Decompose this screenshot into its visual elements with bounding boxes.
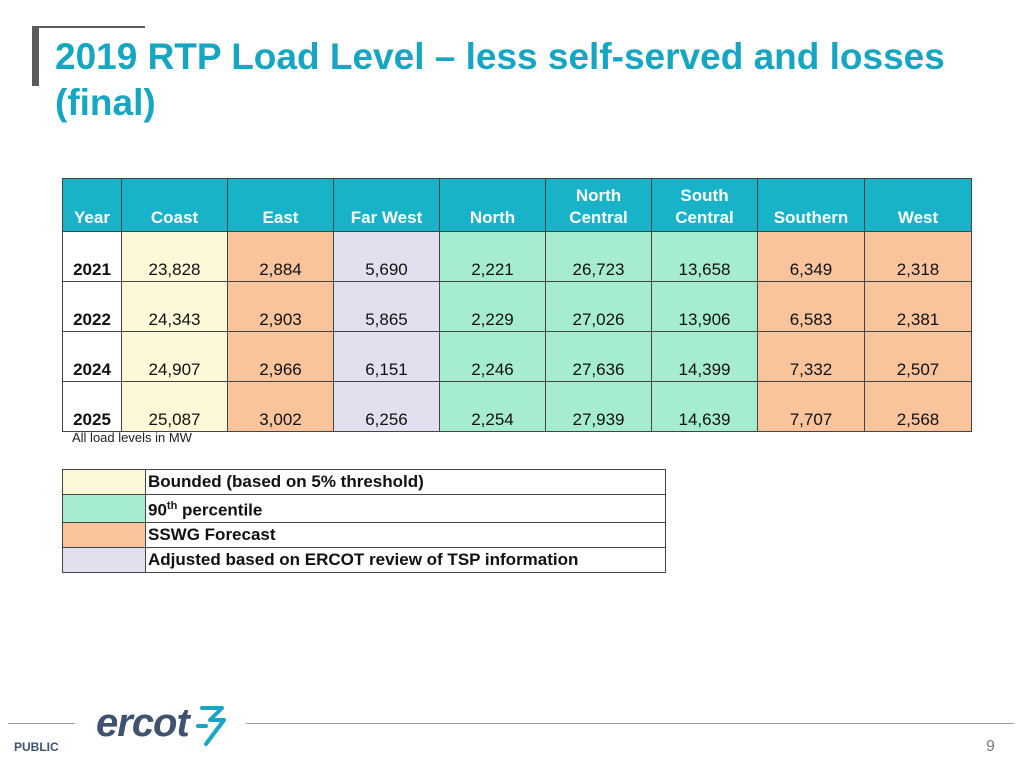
cell-southern: 7,707 bbox=[757, 381, 865, 432]
legend-swatch-bounded bbox=[62, 469, 146, 495]
cell-southern: 7,332 bbox=[757, 331, 865, 382]
load-level-table: Year Coast East Far West North North Cent… bbox=[62, 178, 972, 432]
slide-title: 2019 RTP Load Level – less self-served a… bbox=[55, 36, 945, 123]
cell-coast: 24,907 bbox=[121, 331, 228, 382]
header-north: North bbox=[439, 178, 546, 232]
cell-east: 2,884 bbox=[227, 231, 334, 282]
header-label-line1: South bbox=[680, 186, 729, 205]
legend-row: 90th percentile bbox=[62, 494, 666, 523]
legend-row: SSWG Forecast bbox=[62, 521, 666, 548]
header-label: Year bbox=[74, 208, 110, 227]
row-year: 2025 bbox=[62, 381, 122, 432]
cell-far-west: 5,865 bbox=[333, 281, 440, 332]
cell-west: 2,507 bbox=[864, 331, 972, 382]
legend-swatch-percentile bbox=[62, 494, 146, 523]
cell-north: 2,246 bbox=[439, 331, 546, 382]
header-year: Year bbox=[62, 178, 122, 232]
header-label-line2: Central bbox=[569, 208, 628, 227]
header-label: Southern bbox=[773, 208, 849, 227]
cell-north-central: 27,026 bbox=[545, 281, 652, 332]
header-label: East bbox=[262, 208, 299, 227]
row-year: 2021 bbox=[62, 231, 122, 282]
cell-south-central: 14,639 bbox=[651, 381, 758, 432]
cell-southern: 6,349 bbox=[757, 231, 865, 282]
ercot-logo-text: ercot bbox=[96, 701, 191, 745]
header-southern: Southern bbox=[757, 178, 865, 232]
cell-west: 2,568 bbox=[864, 381, 972, 432]
row-year: 2024 bbox=[62, 331, 122, 382]
legend-label-adjusted: Adjusted based on ERCOT review of TSP in… bbox=[145, 546, 666, 573]
cell-far-west: 6,256 bbox=[333, 381, 440, 432]
legend-label-percentile: 90th percentile bbox=[145, 494, 666, 523]
cell-far-west: 5,690 bbox=[333, 231, 440, 282]
cell-southern: 6,583 bbox=[757, 281, 865, 332]
row-year: 2022 bbox=[62, 281, 122, 332]
header-label-line2: Central bbox=[675, 208, 734, 227]
cell-north-central: 27,636 bbox=[545, 331, 652, 382]
cell-south-central: 13,906 bbox=[651, 281, 758, 332]
table-header-row: Year Coast East Far West North North Cent… bbox=[62, 178, 972, 232]
legend-label-sswg: SSWG Forecast bbox=[145, 521, 666, 548]
footer-divider-left bbox=[8, 723, 75, 724]
title-accent-bar bbox=[32, 26, 39, 86]
ercot-star-icon bbox=[196, 706, 226, 746]
cell-east: 2,966 bbox=[227, 331, 334, 382]
header-east: East bbox=[227, 178, 334, 232]
units-note: All load levels in MW bbox=[72, 430, 192, 445]
header-label-line1: North bbox=[575, 186, 622, 205]
header-label: North bbox=[469, 208, 516, 227]
ercot-logo: ercot bbox=[96, 701, 226, 746]
cell-east: 3,002 bbox=[227, 381, 334, 432]
header-coast: Coast bbox=[121, 178, 228, 232]
cell-north-central: 26,723 bbox=[545, 231, 652, 282]
legend-row: Adjusted based on ERCOT review of TSP in… bbox=[62, 546, 666, 573]
legend-swatch-adjusted bbox=[62, 546, 146, 573]
legend-label-superscript: th bbox=[166, 500, 178, 512]
header-far-west: Far West bbox=[333, 178, 440, 232]
header-label: Coast bbox=[150, 208, 199, 227]
cell-north: 2,229 bbox=[439, 281, 546, 332]
table-row: 2021 23,828 2,884 5,690 2,221 26,723 13,… bbox=[62, 231, 972, 282]
cell-north-central: 27,939 bbox=[545, 381, 652, 432]
table-row: 2024 24,907 2,966 6,151 2,246 27,636 14,… bbox=[62, 331, 972, 382]
cell-south-central: 13,658 bbox=[651, 231, 758, 282]
footer-divider-right bbox=[246, 723, 1014, 724]
cell-west: 2,381 bbox=[864, 281, 972, 332]
legend-swatch-sswg bbox=[62, 521, 146, 548]
legend-label-prefix: 90 bbox=[148, 500, 167, 520]
header-north-central: North Central bbox=[545, 178, 652, 232]
cell-north: 2,254 bbox=[439, 381, 546, 432]
cell-north: 2,221 bbox=[439, 231, 546, 282]
cell-coast: 25,087 bbox=[121, 381, 228, 432]
legend-row: Bounded (based on 5% threshold) bbox=[62, 469, 666, 495]
table-row: 2025 25,087 3,002 6,256 2,254 27,939 14,… bbox=[62, 381, 972, 432]
header-south-central: South Central bbox=[651, 178, 758, 232]
cell-west: 2,318 bbox=[864, 231, 972, 282]
legend-label-suffix: percentile bbox=[177, 500, 263, 520]
table-row: 2022 24,343 2,903 5,865 2,229 27,026 13,… bbox=[62, 281, 972, 332]
cell-far-west: 6,151 bbox=[333, 331, 440, 382]
cell-coast: 23,828 bbox=[121, 231, 228, 282]
public-label: PUBLIC bbox=[14, 740, 59, 754]
legend-label-bounded: Bounded (based on 5% threshold) bbox=[145, 469, 666, 495]
color-legend: Bounded (based on 5% threshold) 90th per… bbox=[62, 469, 666, 573]
title-accent-rule bbox=[39, 26, 145, 28]
header-label: Far West bbox=[350, 208, 423, 227]
header-west: West bbox=[864, 178, 972, 232]
cell-south-central: 14,399 bbox=[651, 331, 758, 382]
cell-coast: 24,343 bbox=[121, 281, 228, 332]
cell-east: 2,903 bbox=[227, 281, 334, 332]
page-number: 9 bbox=[986, 738, 995, 755]
header-label: West bbox=[897, 208, 939, 227]
